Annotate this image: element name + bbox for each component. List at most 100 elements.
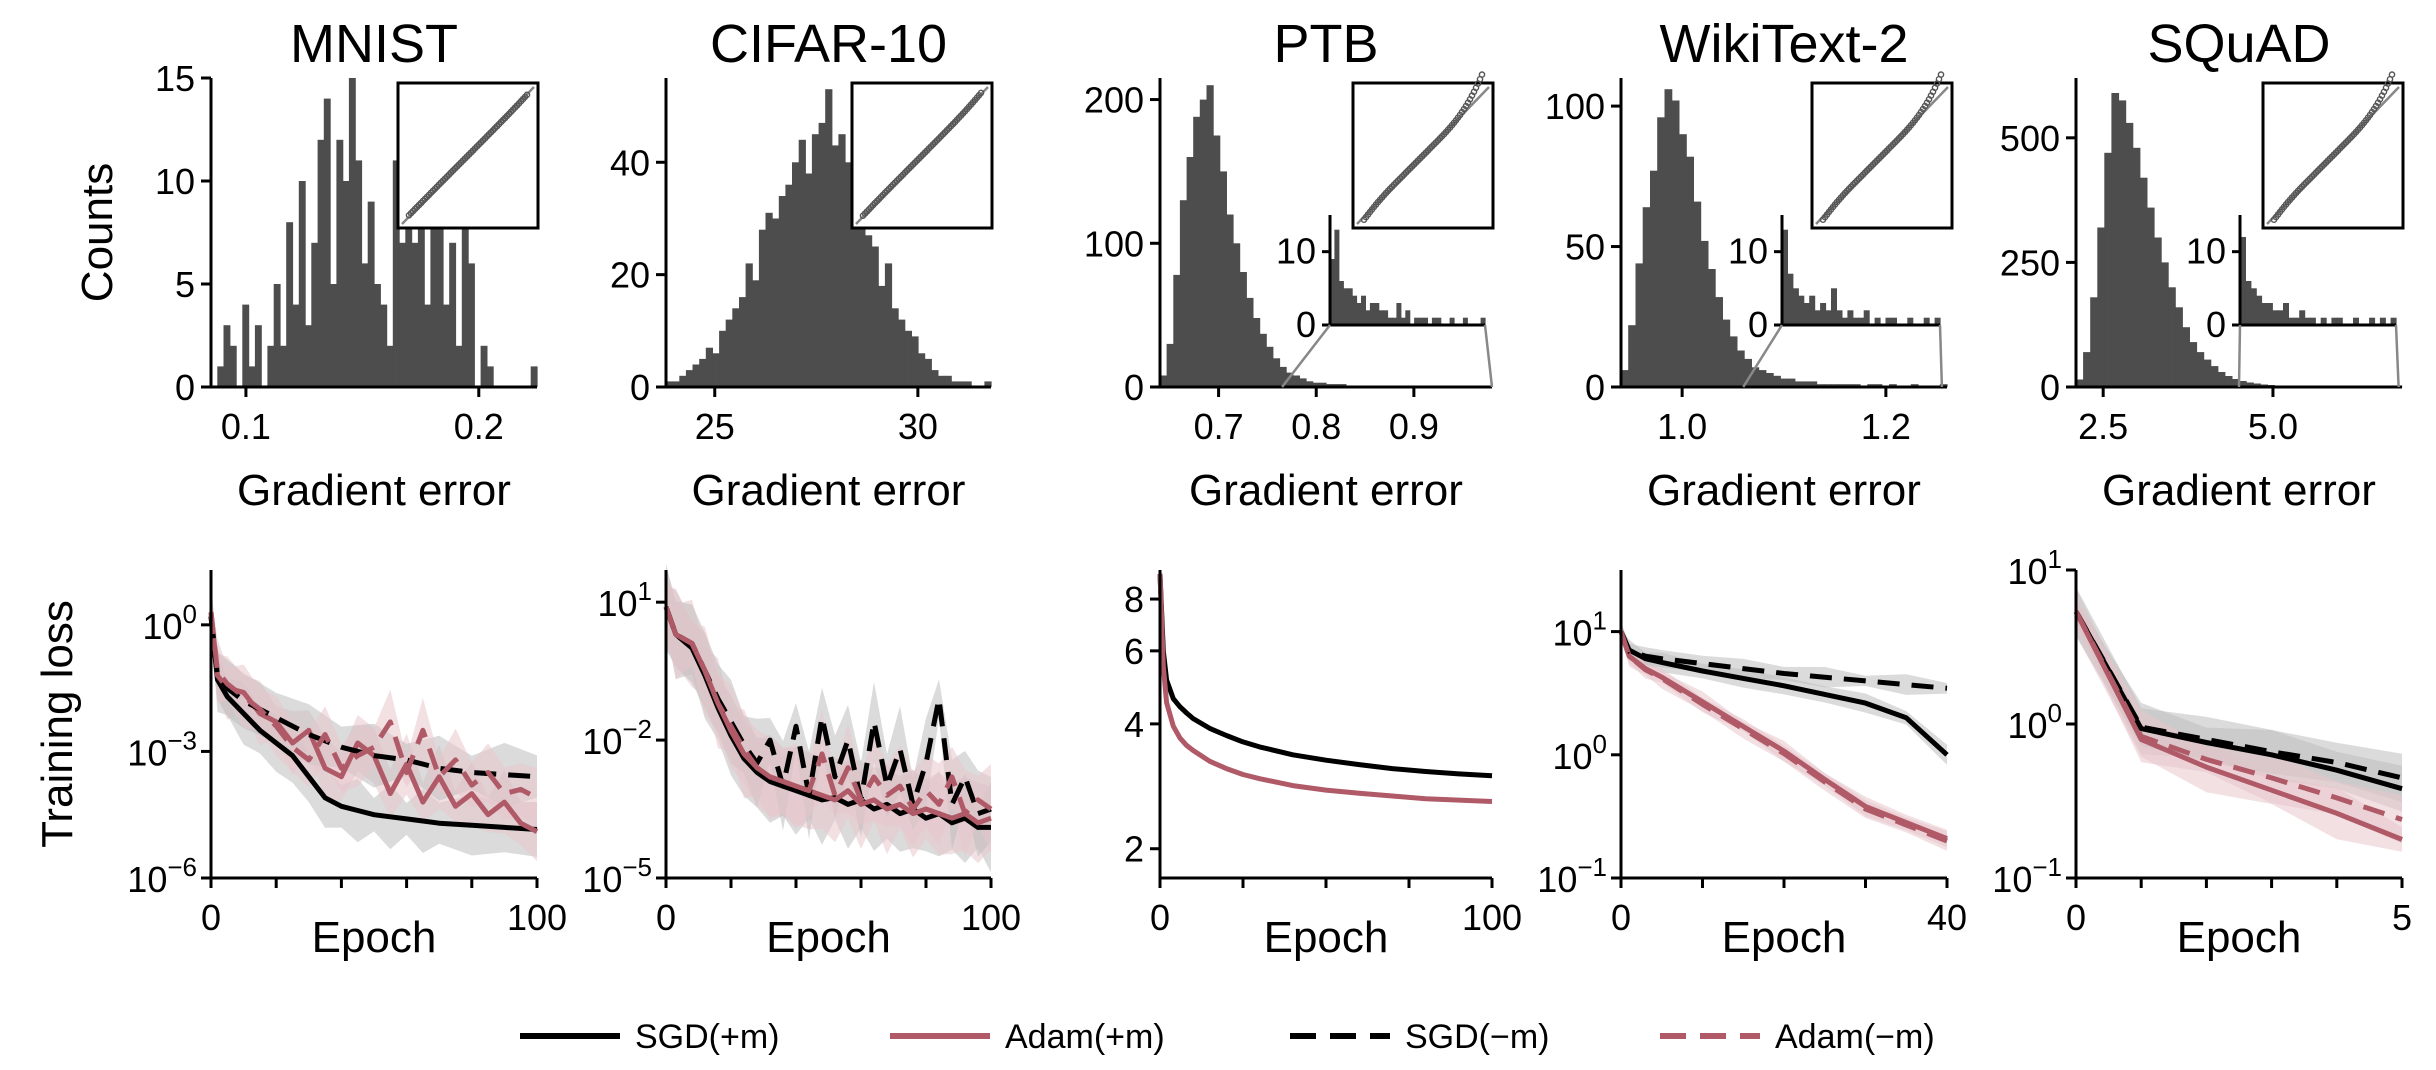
- zoom-bar: [2320, 317, 2327, 325]
- legend-item: SGD(−m): [1290, 1018, 1550, 1056]
- histogram-bar: [1233, 243, 1241, 387]
- y-tick-label: 5: [175, 264, 195, 305]
- zoom-connector: [1483, 324, 1494, 388]
- loss-panel-4: 101 100 10−10 40 Epoch: [1537, 570, 1967, 962]
- zoom-bar: [2240, 237, 2246, 325]
- qq-point: [1478, 71, 1486, 78]
- histogram-bar: [2224, 376, 2233, 387]
- histogram-bar: [1166, 343, 1174, 387]
- histogram-bar: [957, 381, 965, 387]
- x-axis-label: Gradient error: [1189, 466, 1463, 515]
- histogram-bar: [838, 134, 846, 387]
- histogram-bar: [918, 353, 926, 387]
- histogram-bar: [229, 345, 237, 387]
- histogram-bar: [1780, 378, 1789, 387]
- histogram-bar: [2246, 382, 2254, 387]
- y-tick-label: 4: [1124, 704, 1144, 745]
- y-tick-label: 6: [1124, 631, 1144, 672]
- y-tick-label: 40: [610, 142, 650, 183]
- histogram-bar: [449, 242, 457, 387]
- histogram-bar: [672, 381, 680, 387]
- panel-title: MNIST: [290, 14, 458, 74]
- zoom-bar: [1885, 317, 1892, 325]
- loss-panel-5: 101 100 10−10 5 Epoch: [1992, 544, 2412, 962]
- x-tick-label: 100: [1462, 897, 1522, 938]
- y-tick-label: 8: [1124, 579, 1144, 620]
- series-line: [1618, 630, 1948, 691]
- histogram-bar: [792, 162, 800, 387]
- histogram-bar: [355, 160, 363, 387]
- y-tick-label: 0: [1124, 367, 1144, 408]
- zoom-bar: [1798, 295, 1805, 325]
- x-tick-label: 100: [507, 897, 567, 938]
- histogram-bar: [752, 280, 760, 387]
- histogram-bar: [679, 375, 687, 387]
- qq-inset: [1351, 71, 1495, 230]
- histogram-bar: [342, 181, 350, 387]
- zoom-connector: [2394, 324, 2400, 388]
- x-axis-label: Epoch: [2177, 913, 2302, 962]
- zoom-bar: [1836, 310, 1843, 325]
- x-tick-label: 1.2: [1861, 406, 1911, 447]
- qq-inset: [396, 81, 540, 230]
- histogram-bar: [1193, 116, 1201, 388]
- loss-panel-3: 8 6 4 20 100 Epoch: [1124, 570, 1522, 962]
- histogram-bar: [305, 325, 312, 387]
- panel-title: SQuAD: [2147, 14, 2330, 74]
- histogram-bar: [1802, 381, 1810, 387]
- histogram-bar: [386, 345, 394, 387]
- tail-zoom-inset: 0 10: [1728, 215, 1944, 388]
- histogram-bar: [1657, 117, 1665, 388]
- zoom-bar: [1365, 310, 1371, 325]
- histogram-bar: [1628, 325, 1636, 387]
- histogram-bar: [2161, 262, 2169, 387]
- histogram-bar: [468, 263, 475, 387]
- x-tick-label: 100: [961, 897, 1021, 938]
- y-tick-label: 100: [2007, 698, 2062, 746]
- zoom-bar: [1343, 288, 1349, 325]
- histogram-bar: [1686, 156, 1694, 387]
- histogram-bar: [851, 179, 859, 387]
- zoom-bar: [2331, 317, 2338, 325]
- y-tick-label: 250: [2000, 242, 2060, 283]
- zoom-bar: [1361, 295, 1366, 325]
- zoom-bar: [2336, 317, 2343, 325]
- hist-panel-5: 0 250 500 2.5 5.0 SQuAD Gradient error 0 10: [2000, 14, 2405, 515]
- zoom-bar: [1392, 317, 1397, 325]
- histogram-bar: [1722, 319, 1731, 387]
- histogram-bar: [2104, 152, 2112, 387]
- histogram-bar: [699, 358, 707, 387]
- histogram-bar: [2168, 287, 2176, 387]
- zoom-y-tick-label: 0: [1296, 304, 1316, 345]
- legend-label: Adam(+m): [1005, 1018, 1165, 1056]
- histogram-bar: [2154, 237, 2162, 387]
- zoom-bar: [1396, 303, 1402, 325]
- histogram-bar: [891, 308, 899, 387]
- histogram-bar: [1715, 297, 1723, 387]
- histogram-bar: [436, 201, 444, 387]
- histogram-bar: [2118, 100, 2127, 388]
- y-tick-label: 10−1: [1537, 852, 1607, 900]
- x-axis-label: Epoch: [766, 913, 891, 962]
- histogram-bar: [392, 160, 400, 387]
- histogram-bar: [1219, 171, 1227, 387]
- x-tick-label: 5: [2392, 897, 2412, 938]
- histogram-bar: [424, 304, 432, 387]
- y-tick-label: 2: [1124, 829, 1144, 870]
- series-line: [2073, 610, 2403, 781]
- zoom-bar: [2309, 317, 2316, 325]
- zoom-y-tick-label: 10: [2186, 231, 2226, 272]
- histogram-bar: [461, 181, 469, 387]
- histogram-bar: [1744, 358, 1752, 387]
- zoom-bar: [1820, 303, 1827, 325]
- histogram-bar: [430, 139, 438, 387]
- histogram-bar: [1621, 370, 1629, 387]
- y-tick-label: 200: [1084, 80, 1144, 121]
- histogram-bar: [280, 345, 287, 387]
- zoom-connector: [2237, 324, 2242, 388]
- histogram-bar: [1266, 346, 1274, 387]
- zoom-y-tick-label: 10: [1276, 231, 1316, 272]
- histogram-bar: [1312, 382, 1320, 387]
- hist-panel-4: 0 50 100 1.0 1.2 WikiText-2 Gradient error 0 10: [1545, 14, 1954, 515]
- zoom-bar: [2277, 310, 2284, 325]
